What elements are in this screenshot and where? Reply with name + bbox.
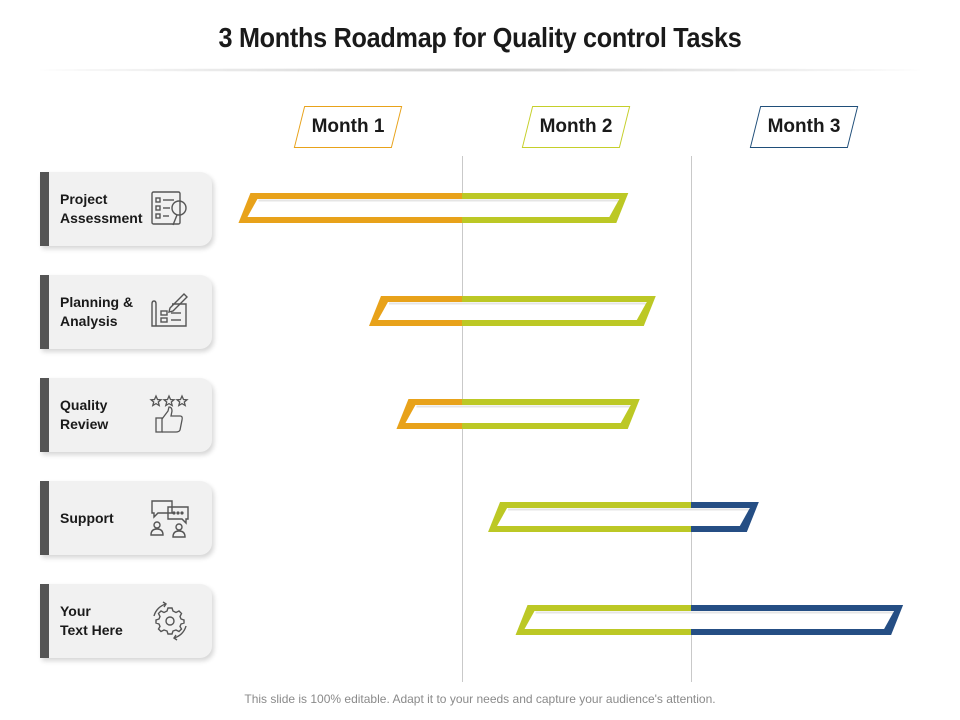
card-accent-bar — [40, 172, 49, 246]
task-card-project-assessment: Project Assessment — [40, 172, 212, 246]
gantt-bar-3 — [396, 399, 640, 429]
gantt-bar-inner — [497, 508, 750, 526]
month-2-label: Month 2 — [539, 116, 613, 137]
footer-note: This slide is 100% editable. Adapt it to… — [244, 692, 716, 706]
task-card-planning-analysis: Planning & Analysis — [40, 275, 212, 349]
task-card-your-text-here: Your Text Here — [40, 584, 212, 658]
month-3-label: Month 3 — [767, 116, 841, 137]
month-divider-2 — [691, 156, 692, 682]
support-icon — [150, 500, 189, 538]
task-label-line1: Your — [60, 603, 91, 619]
planning-icon — [151, 293, 188, 327]
title-divider — [40, 68, 920, 72]
card-accent-bar — [40, 481, 49, 555]
task-card-quality-review: Quality Review — [40, 378, 212, 452]
quality-review-icon — [149, 394, 189, 433]
gantt-bar-2 — [368, 296, 656, 326]
card-accent-bar — [40, 584, 49, 658]
card-accent-bar — [40, 378, 49, 452]
gantt-bar-4 — [488, 502, 759, 532]
gantt-bar-5 — [515, 605, 904, 635]
task-label-line2: Assessment — [60, 210, 143, 226]
task-label-line1: Quality — [60, 397, 108, 413]
task-label: Project Assessment — [60, 172, 152, 246]
gantt-bar-inner — [524, 611, 895, 629]
page-title: 3 Months Roadmap for Quality control Tas… — [218, 22, 742, 53]
gantt-bar-inner — [247, 199, 620, 217]
task-label: Support — [60, 481, 152, 555]
task-label-line2: Analysis — [60, 313, 118, 329]
task-label-line2: Text Here — [60, 622, 123, 638]
assessment-icon — [151, 191, 187, 226]
task-label: Your Text Here — [60, 584, 152, 658]
task-label-line1: Project — [60, 191, 108, 207]
task-label-line1: Planning & — [60, 294, 134, 310]
month-3-header: Month 3 — [749, 106, 859, 148]
task-card-support: Support — [40, 481, 212, 555]
card-accent-bar — [40, 275, 49, 349]
task-label-line2: Review — [60, 416, 109, 432]
task-label: Quality Review — [60, 378, 152, 452]
gear-icon — [153, 601, 187, 641]
month-2-header: Month 2 — [521, 106, 631, 148]
gantt-bar-inner — [377, 302, 647, 320]
task-label-line1: Support — [60, 509, 114, 526]
task-label: Planning & Analysis — [60, 275, 152, 349]
gantt-bar-inner — [405, 405, 631, 423]
gantt-bar-1 — [238, 193, 629, 223]
month-1-label: Month 1 — [311, 116, 385, 137]
month-1-header: Month 1 — [293, 106, 403, 148]
